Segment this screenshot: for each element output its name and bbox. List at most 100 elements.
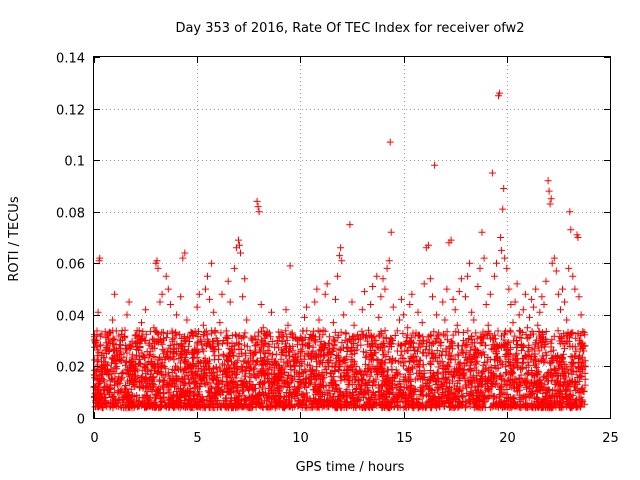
- data-point: [521, 403, 529, 411]
- data-point: [251, 348, 259, 356]
- data-point: [369, 381, 377, 389]
- data-point: [454, 350, 462, 358]
- data-point: [428, 339, 436, 347]
- data-point: [102, 334, 110, 342]
- data-point: [465, 336, 473, 344]
- data-point: [550, 346, 557, 354]
- data-point: [312, 376, 320, 384]
- data-point: [473, 347, 481, 354]
- data-point: [164, 285, 172, 293]
- data-point: [261, 339, 269, 347]
- data-point: [307, 403, 315, 411]
- data-point: [581, 369, 589, 377]
- data-point: [558, 394, 566, 401]
- data-point: [427, 361, 435, 368]
- data-point: [351, 386, 359, 393]
- data-point: [259, 324, 267, 332]
- data-point: [400, 404, 408, 412]
- data-point: [181, 249, 189, 257]
- data-point: [517, 371, 525, 379]
- data-point: [347, 344, 355, 352]
- data-point: [127, 357, 135, 365]
- data-point: [478, 228, 486, 236]
- data-point: [296, 352, 304, 360]
- data-point: [102, 350, 110, 357]
- data-point: [122, 382, 129, 389]
- data-point: [357, 385, 365, 393]
- data-point: [233, 396, 241, 404]
- data-point: [286, 348, 293, 356]
- data-point: [498, 332, 505, 340]
- data-point: [321, 341, 329, 349]
- data-point: [270, 343, 278, 351]
- data-point: [539, 330, 546, 338]
- data-point: [311, 335, 319, 343]
- data-point: [361, 387, 369, 395]
- data-point: [94, 366, 102, 373]
- data-point: [329, 347, 337, 355]
- data-point: [404, 331, 412, 339]
- data-point: [142, 330, 150, 338]
- data-point: [336, 252, 344, 260]
- data-point: [216, 403, 224, 411]
- data-point: [556, 357, 564, 365]
- data-point: [184, 372, 192, 380]
- data-point: [130, 393, 138, 400]
- data-point: [258, 372, 266, 380]
- data-point: [219, 350, 227, 358]
- data-point: [184, 333, 192, 341]
- data-point: [189, 332, 197, 339]
- data-point: [170, 334, 178, 342]
- data-point: [459, 370, 467, 378]
- data-point: [487, 345, 495, 353]
- data-point: [312, 353, 320, 361]
- data-point: [411, 332, 419, 340]
- data-point: [566, 334, 573, 342]
- data-point: [242, 396, 250, 404]
- data-point: [322, 401, 330, 409]
- data-point: [337, 244, 345, 252]
- data-point: [354, 378, 362, 386]
- data-point: [154, 356, 162, 364]
- data-point: [109, 334, 117, 342]
- data-point: [313, 285, 321, 293]
- data-point: [169, 375, 177, 383]
- data-point: [100, 378, 108, 386]
- data-point: [238, 382, 246, 390]
- data-point: [365, 326, 372, 334]
- data-point: [206, 342, 214, 350]
- data-point: [411, 347, 419, 355]
- data-point: [530, 382, 537, 390]
- data-point: [162, 370, 170, 378]
- data-point: [315, 316, 323, 324]
- data-point: [179, 254, 187, 262]
- data-point: [135, 383, 143, 391]
- chart-title: Day 353 of 2016, Rate Of TEC Index for r…: [175, 21, 524, 36]
- data-point: [243, 342, 251, 350]
- data-point: [458, 391, 466, 399]
- data-point: [497, 234, 505, 241]
- data-point: [179, 389, 186, 397]
- data-point: [288, 329, 296, 337]
- data-point: [537, 380, 545, 388]
- data-point: [197, 365, 205, 373]
- data-point: [525, 341, 533, 349]
- data-point: [442, 373, 450, 381]
- data-point: [499, 205, 507, 213]
- data-point: [305, 398, 313, 405]
- data-point: [95, 348, 103, 356]
- data-point: [384, 366, 392, 374]
- data-point: [174, 366, 182, 374]
- data-point: [398, 295, 405, 303]
- data-point: [271, 402, 279, 410]
- data-point: [218, 401, 226, 409]
- data-point: [415, 340, 423, 348]
- data-point: [211, 346, 219, 354]
- data-point: [559, 372, 567, 380]
- data-point: [569, 343, 577, 350]
- data-point: [223, 366, 231, 374]
- data-point: [494, 343, 502, 351]
- data-point: [519, 394, 527, 402]
- data-point: [325, 381, 333, 389]
- data-point: [579, 347, 587, 355]
